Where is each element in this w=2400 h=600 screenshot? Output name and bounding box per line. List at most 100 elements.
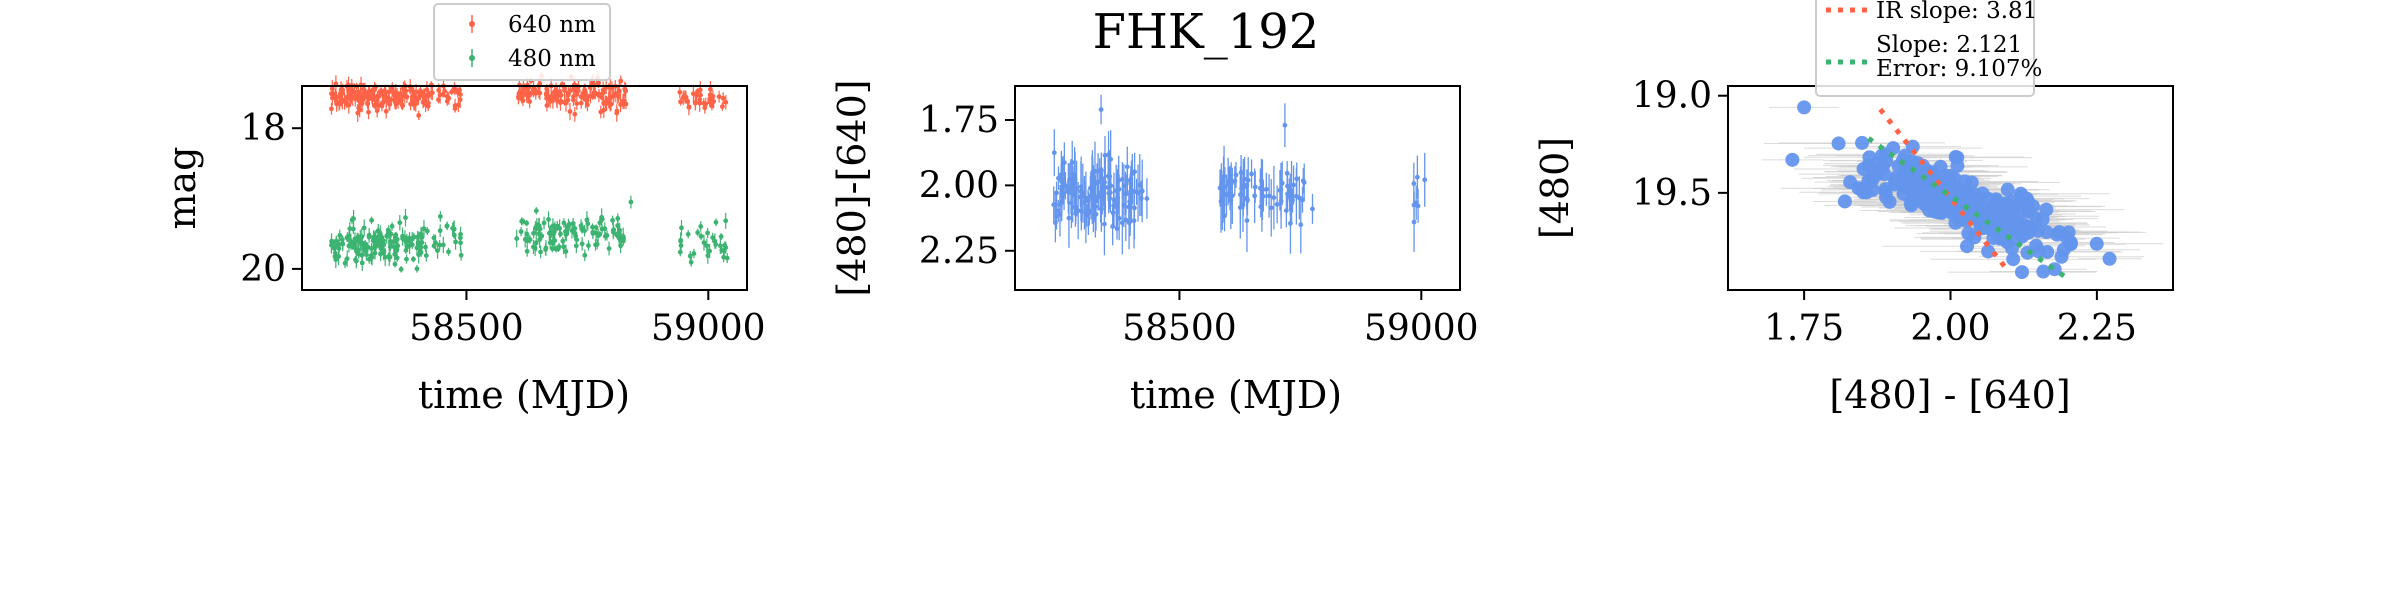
data-point (1221, 174, 1227, 179)
data-point (1277, 187, 1283, 193)
data-point (615, 216, 621, 221)
data-point (1878, 185, 1893, 200)
data-point (413, 89, 419, 94)
data-point (524, 220, 530, 226)
data-point (623, 101, 629, 107)
data-point (1785, 152, 1800, 167)
data-point (2014, 193, 2029, 208)
data-point (1056, 175, 1061, 181)
data-point (366, 234, 372, 240)
data-point (1086, 208, 1092, 214)
data-point (352, 89, 357, 95)
data-point (379, 103, 385, 109)
data-point (721, 254, 727, 260)
data-point (356, 105, 362, 111)
data-point (374, 108, 380, 114)
data-point (526, 236, 532, 242)
data-point (457, 87, 462, 93)
data-point (1242, 176, 1247, 182)
data-point (1127, 204, 1133, 210)
lightcurve-xlabel: time (MJD) (418, 373, 630, 417)
color-curve-ytick-label: 1.75 (919, 100, 999, 141)
data-point (388, 231, 394, 237)
color-magnitude-ytick-label: 19.5 (1632, 173, 1712, 214)
data-point (381, 238, 386, 244)
data-point (705, 253, 711, 258)
data-point (547, 98, 553, 104)
lightcurve-legend-markers (469, 15, 475, 67)
data-point (433, 240, 438, 246)
data-point (566, 224, 571, 230)
data-point (387, 254, 393, 260)
data-point (563, 230, 569, 236)
data-point (554, 97, 560, 103)
data-point (620, 234, 626, 239)
data-point (707, 99, 712, 105)
data-point (704, 243, 710, 249)
data-point (361, 225, 367, 231)
data-point (1851, 181, 1866, 196)
data-point (393, 89, 399, 95)
data-point (451, 232, 457, 238)
data-point (606, 246, 612, 251)
data-point (678, 99, 683, 105)
data-point (1950, 158, 1965, 173)
color-magnitude-xtick-label: 2.25 (2057, 308, 2137, 349)
data-point (418, 88, 423, 94)
data-point (329, 86, 335, 92)
data-point (1098, 206, 1104, 212)
data-point (521, 92, 527, 98)
data-point (546, 230, 552, 236)
data-point (1258, 204, 1264, 210)
color-magnitude-legend-box (1815, 0, 2035, 97)
data-point (718, 234, 724, 239)
data-point (719, 104, 725, 109)
lightcurve-legend-box (433, 3, 611, 81)
data-point (582, 252, 588, 258)
data-point (363, 248, 369, 254)
data-point (375, 95, 380, 101)
lightcurve-ticks: 58500 59000 18 20 (240, 108, 765, 349)
data-point (1249, 171, 1254, 177)
data-point (1252, 193, 1258, 199)
data-point (544, 103, 550, 108)
data-point (329, 106, 334, 112)
data-point (340, 241, 346, 247)
data-point (1061, 160, 1067, 165)
data-point (386, 89, 392, 95)
data-point (425, 103, 431, 109)
data-point (369, 217, 375, 223)
data-point (329, 238, 334, 244)
data-point (421, 226, 427, 231)
data-point (563, 249, 569, 254)
data-point (538, 249, 543, 255)
data-point (452, 87, 458, 93)
data-point (1889, 170, 1904, 185)
legend-fit-line-0: Slope: 2.121 (1876, 32, 2022, 58)
data-point (1911, 190, 1926, 205)
data-point (403, 215, 408, 221)
data-point (561, 220, 567, 226)
data-point (359, 252, 365, 258)
data-point (371, 234, 376, 240)
data-point (520, 87, 526, 92)
data-point (372, 250, 378, 256)
data-point (582, 88, 588, 94)
data-point (446, 249, 451, 255)
data-point (1075, 208, 1081, 213)
data-point (424, 87, 430, 93)
data-point (533, 87, 538, 93)
data-point (1078, 184, 1084, 190)
data-point (383, 108, 389, 114)
data-point (437, 214, 443, 219)
data-point (567, 109, 573, 114)
color-curve-ylabel: [480]-[640] (830, 79, 874, 296)
data-point (1939, 193, 1954, 208)
data-point (1266, 193, 1272, 199)
data-point (518, 229, 524, 235)
data-point (350, 226, 356, 232)
data-point (572, 111, 578, 117)
data-point (541, 220, 547, 226)
data-point (623, 88, 629, 94)
data-point (337, 232, 343, 238)
